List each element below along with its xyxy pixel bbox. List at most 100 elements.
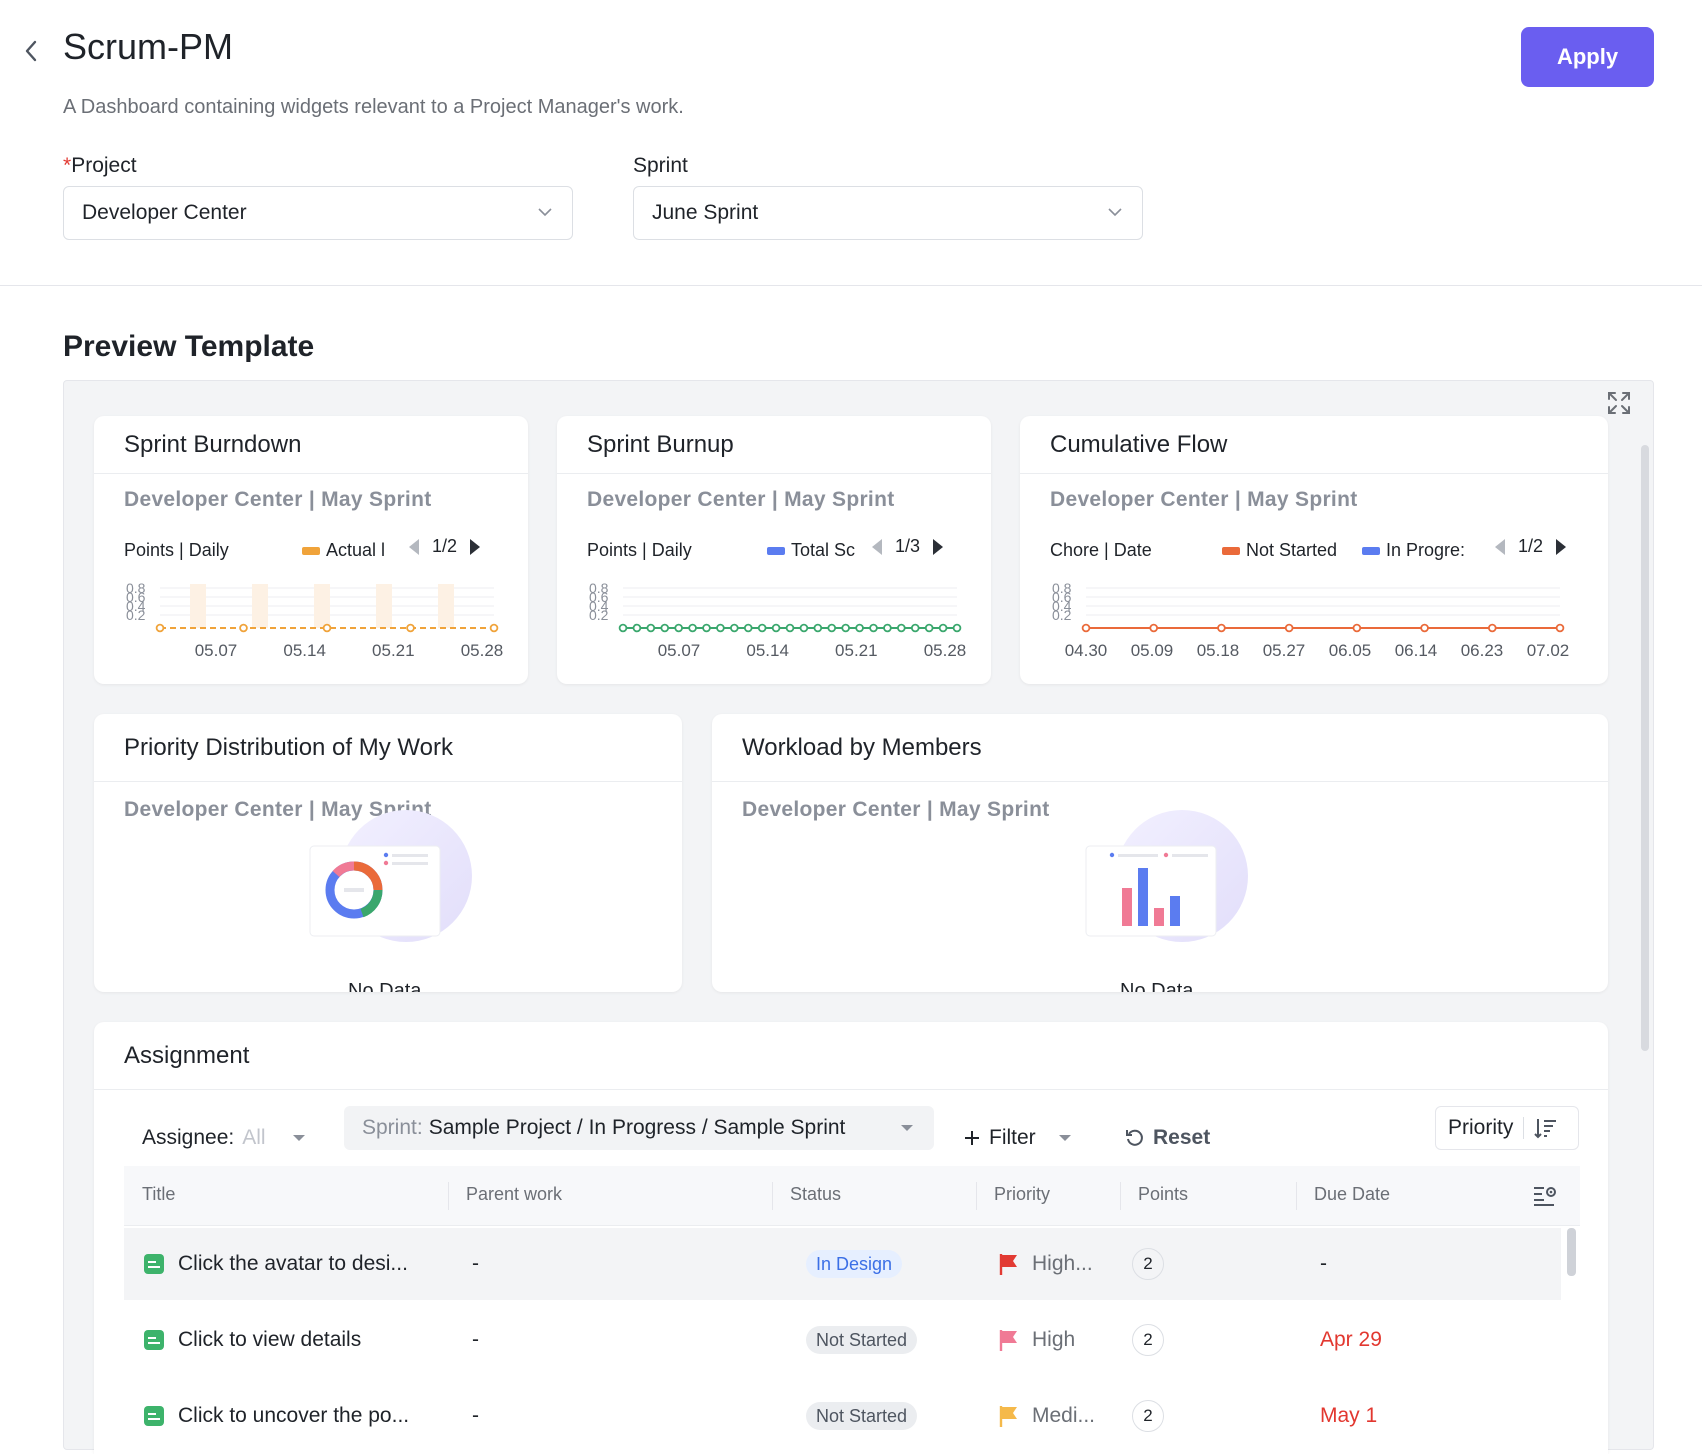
column-divider[interactable] bbox=[1120, 1182, 1121, 1210]
data-point[interactable] bbox=[910, 623, 920, 633]
cumulative-flow-widget[interactable]: Cumulative Flow Developer Center | May S… bbox=[1020, 416, 1608, 684]
data-point[interactable] bbox=[730, 623, 739, 633]
legend-item[interactable]: Not Started bbox=[1222, 540, 1337, 561]
column-divider[interactable] bbox=[1296, 1182, 1297, 1210]
data-point[interactable] bbox=[771, 623, 781, 633]
expand-icon[interactable] bbox=[1605, 389, 1633, 417]
row-title[interactable]: Click to view details bbox=[178, 1328, 362, 1351]
sprint-select[interactable]: June Sprint bbox=[633, 186, 1143, 240]
assignee-filter[interactable]: Assignee: All bbox=[142, 1126, 306, 1150]
data-point[interactable] bbox=[813, 623, 823, 633]
next-page-icon[interactable] bbox=[932, 538, 944, 556]
column-header-status[interactable]: Status bbox=[790, 1184, 842, 1204]
data-point[interactable] bbox=[1284, 623, 1294, 633]
y-tick-label: 0.6 bbox=[589, 589, 609, 605]
data-point[interactable] bbox=[322, 623, 332, 633]
column-divider[interactable] bbox=[772, 1182, 773, 1210]
assignee-value: All bbox=[242, 1126, 266, 1149]
next-page-icon[interactable] bbox=[1555, 538, 1567, 556]
data-point[interactable] bbox=[827, 623, 837, 633]
data-point[interactable] bbox=[406, 623, 415, 633]
priority-flag-icon bbox=[999, 1254, 1017, 1275]
data-point[interactable] bbox=[1352, 623, 1362, 633]
data-point[interactable] bbox=[924, 623, 934, 633]
y-tick-label: 0.6 bbox=[1052, 589, 1072, 605]
data-point[interactable] bbox=[869, 623, 878, 633]
column-divider[interactable] bbox=[448, 1182, 449, 1210]
x-tick-label: 06.05 bbox=[1329, 641, 1372, 660]
widget-title: Assignment bbox=[94, 1022, 1608, 1090]
filter-button[interactable]: Filter bbox=[963, 1126, 1072, 1150]
data-point[interactable] bbox=[785, 623, 795, 633]
data-point[interactable] bbox=[855, 623, 864, 633]
priority-flag-icon bbox=[999, 1406, 1017, 1427]
data-point[interactable] bbox=[897, 623, 906, 633]
prev-page-icon[interactable] bbox=[408, 538, 420, 556]
legend-item[interactable]: In Progre: bbox=[1362, 540, 1465, 561]
legend-item[interactable]: Total Sc bbox=[767, 540, 855, 561]
column-header-priority[interactable]: Priority bbox=[994, 1184, 1051, 1204]
data-point[interactable] bbox=[1487, 623, 1497, 633]
data-point[interactable] bbox=[716, 623, 725, 633]
page-indicator: 1/2 bbox=[432, 536, 458, 556]
workload-widget[interactable]: Workload by Members Developer Center | M… bbox=[712, 714, 1608, 992]
data-point[interactable] bbox=[702, 623, 711, 633]
column-header-title[interactable]: Title bbox=[142, 1184, 176, 1204]
data-point[interactable] bbox=[799, 623, 809, 633]
data-point[interactable] bbox=[1081, 623, 1091, 633]
sort-priority-button[interactable]: Priority bbox=[1435, 1106, 1579, 1150]
data-point[interactable] bbox=[155, 623, 165, 633]
status-badge[interactable]: In Design bbox=[806, 1250, 903, 1278]
data-point[interactable] bbox=[757, 623, 767, 633]
data-point[interactable] bbox=[646, 623, 656, 633]
data-point[interactable] bbox=[618, 623, 628, 633]
legend-item[interactable]: Actual l bbox=[302, 540, 385, 561]
status-badge[interactable]: Not Started bbox=[806, 1326, 918, 1354]
column-header-parent[interactable]: Parent work bbox=[466, 1184, 563, 1204]
column-header-due-date[interactable]: Due Date bbox=[1314, 1184, 1391, 1204]
priority-distribution-widget[interactable]: Priority Distribution of My Work Develop… bbox=[94, 714, 682, 992]
x-tick-label: 05.07 bbox=[195, 641, 238, 660]
project-select[interactable]: Developer Center bbox=[63, 186, 573, 240]
column-settings-icon[interactable] bbox=[1532, 1184, 1558, 1208]
next-page-icon[interactable] bbox=[469, 538, 481, 556]
column-divider[interactable] bbox=[976, 1182, 977, 1210]
data-point[interactable] bbox=[632, 623, 642, 633]
widget-subtitle: Developer Center | May Sprint bbox=[742, 798, 1050, 821]
back-icon[interactable] bbox=[18, 36, 44, 66]
row-title[interactable]: Click to uncover the po... bbox=[178, 1404, 410, 1427]
data-point[interactable] bbox=[660, 623, 670, 633]
data-point[interactable] bbox=[239, 623, 248, 633]
column-header-points[interactable]: Points bbox=[1138, 1184, 1189, 1204]
data-point[interactable] bbox=[743, 623, 753, 633]
data-point[interactable] bbox=[489, 623, 499, 633]
sprint-filter[interactable]: Sprint: Sample Project / In Progress / S… bbox=[344, 1106, 934, 1150]
data-point[interactable] bbox=[1420, 623, 1429, 633]
project-select-value: Developer Center bbox=[82, 201, 247, 224]
table-scrollbar[interactable] bbox=[1567, 1228, 1576, 1276]
status-badge[interactable]: Not Started bbox=[806, 1402, 918, 1430]
data-point[interactable] bbox=[1217, 623, 1226, 633]
table-row[interactable]: Click to view details - Not Started High… bbox=[124, 1304, 1561, 1376]
table-row[interactable]: Click the avatar to desi... - In Design … bbox=[124, 1228, 1561, 1300]
data-point[interactable] bbox=[938, 623, 948, 633]
apply-button[interactable]: Apply bbox=[1521, 27, 1654, 87]
canvas-scrollbar[interactable] bbox=[1641, 445, 1649, 1051]
row-title[interactable]: Click the avatar to desi... bbox=[178, 1252, 408, 1275]
x-tick-label: 06.14 bbox=[1395, 641, 1438, 660]
prev-page-icon[interactable] bbox=[871, 538, 883, 556]
data-point[interactable] bbox=[1149, 623, 1159, 633]
data-point[interactable] bbox=[952, 623, 962, 633]
burnup-widget[interactable]: Sprint Burnup Developer Center | May Spr… bbox=[557, 416, 991, 684]
table-row[interactable]: Click to uncover the po... - Not Started… bbox=[124, 1380, 1561, 1452]
data-point[interactable] bbox=[883, 623, 892, 633]
data-point[interactable] bbox=[841, 623, 850, 633]
data-point[interactable] bbox=[688, 623, 697, 633]
widget-title: Sprint Burnup bbox=[557, 416, 991, 474]
data-point[interactable] bbox=[1555, 623, 1565, 633]
burndown-widget[interactable]: Sprint Burndown Developer Center | May S… bbox=[94, 416, 528, 684]
prev-page-icon[interactable] bbox=[1494, 538, 1506, 556]
widget-subtitle: Developer Center | May Sprint bbox=[124, 798, 432, 821]
reset-button[interactable]: Reset bbox=[1125, 1126, 1210, 1150]
data-point[interactable] bbox=[674, 623, 683, 633]
